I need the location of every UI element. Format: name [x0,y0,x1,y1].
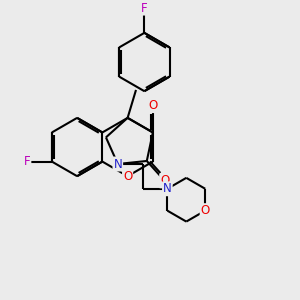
Text: N: N [113,158,122,170]
Text: O: O [123,170,132,183]
Text: O: O [160,174,170,188]
Text: N: N [163,182,172,195]
Text: O: O [148,99,158,112]
Text: F: F [24,155,30,168]
Text: O: O [201,204,210,217]
Text: F: F [141,2,148,15]
